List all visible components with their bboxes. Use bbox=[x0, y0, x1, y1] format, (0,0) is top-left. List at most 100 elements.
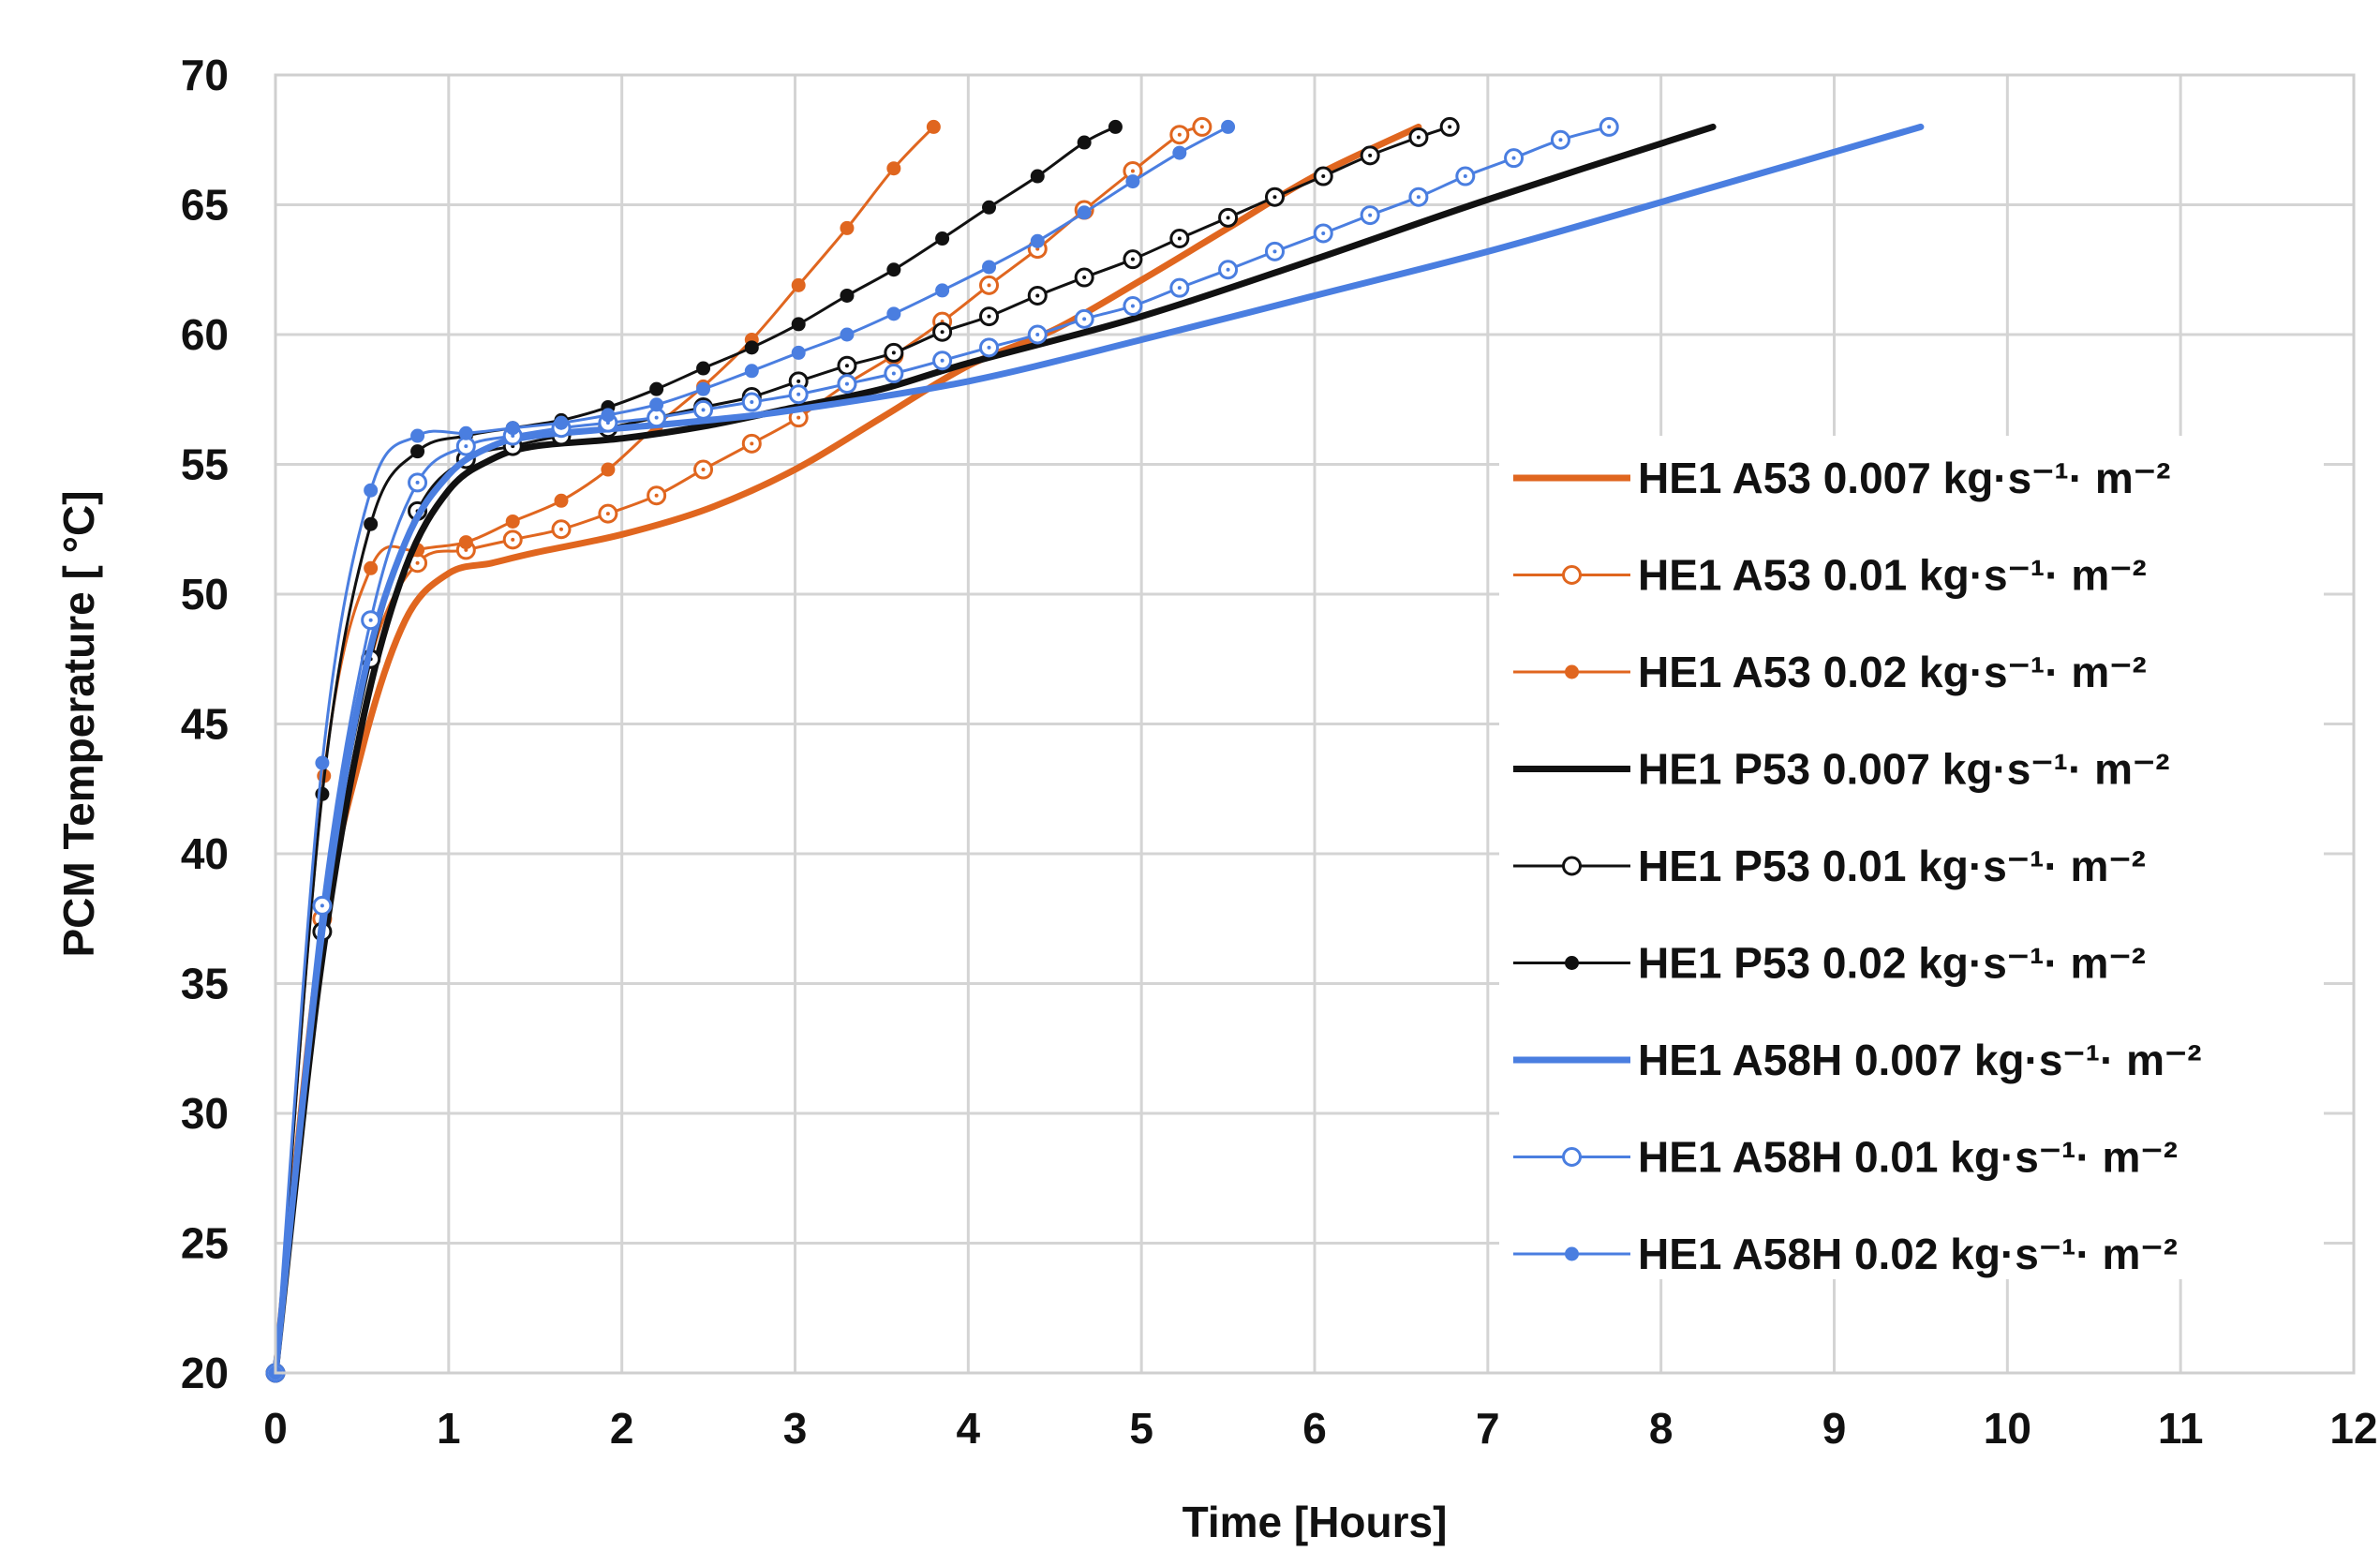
y-tick-label: 70 bbox=[181, 51, 229, 99]
data-point-dot bbox=[844, 364, 849, 368]
data-point-dot bbox=[1463, 174, 1467, 179]
legend-item: HE1 A53 0.007 kg·s⁻¹· m⁻² bbox=[1513, 454, 2170, 502]
data-point-dot bbox=[844, 381, 849, 386]
data-point-filled bbox=[1030, 169, 1045, 184]
x-tick-label: 4 bbox=[957, 1404, 981, 1453]
data-point-filled bbox=[601, 462, 616, 477]
data-point-dot bbox=[750, 400, 754, 405]
legend-item: HE1 P53 0.007 kg·s⁻¹· m⁻² bbox=[1513, 745, 2170, 794]
data-point-dot bbox=[415, 560, 420, 565]
series-8 bbox=[265, 116, 1619, 1383]
data-point-filled bbox=[1108, 119, 1123, 134]
data-point-filled bbox=[410, 428, 425, 443]
data-point-dot bbox=[1035, 293, 1040, 298]
y-tick-label: 35 bbox=[181, 960, 229, 1008]
data-point-filled bbox=[315, 755, 330, 770]
x-axis-title: Time [Hours] bbox=[1183, 1498, 1448, 1546]
data-point-filled bbox=[458, 535, 473, 550]
data-point-filled bbox=[840, 327, 855, 342]
y-tick-label: 65 bbox=[181, 181, 229, 230]
legend-label: HE1 A53 0.02 kg·s⁻¹· m⁻² bbox=[1638, 648, 2147, 696]
data-point-filled bbox=[840, 220, 855, 235]
data-point-dot bbox=[987, 314, 991, 319]
data-point-dot bbox=[796, 379, 801, 383]
data-point-dot bbox=[415, 480, 420, 485]
data-point-dot bbox=[1177, 236, 1182, 241]
data-point-filled bbox=[696, 361, 711, 376]
x-tick-label: 3 bbox=[783, 1404, 808, 1453]
data-point-dot bbox=[1226, 267, 1230, 272]
data-point-dot bbox=[1177, 286, 1182, 291]
series-line bbox=[274, 125, 1117, 1375]
series-line bbox=[272, 123, 1925, 1377]
x-tick-label: 5 bbox=[1129, 1404, 1153, 1453]
legend-marker bbox=[1565, 1246, 1579, 1261]
data-point-dot bbox=[1035, 333, 1040, 336]
data-point-filled bbox=[744, 340, 759, 355]
data-point-filled bbox=[649, 381, 664, 396]
data-point-dot bbox=[1368, 153, 1373, 157]
legend-item: HE1 A53 0.01 kg·s⁻¹· m⁻² bbox=[1513, 551, 2147, 600]
data-point-filled bbox=[886, 306, 901, 321]
data-point-dot bbox=[940, 330, 945, 335]
data-point-filled bbox=[1125, 174, 1140, 189]
data-point-dot bbox=[1321, 231, 1326, 235]
y-tick-label: 25 bbox=[181, 1219, 229, 1268]
data-point-filled bbox=[886, 161, 901, 176]
legend-background bbox=[1499, 436, 2324, 1279]
data-point-dot bbox=[654, 493, 659, 498]
data-point-dot bbox=[511, 537, 515, 542]
legend-marker bbox=[1562, 856, 1582, 876]
y-tick-label: 60 bbox=[181, 310, 229, 359]
y-tick-label: 20 bbox=[181, 1349, 229, 1397]
data-point-dot bbox=[750, 441, 754, 446]
data-point-dot bbox=[701, 408, 706, 412]
legend-label: HE1 P53 0.01 kg·s⁻¹· m⁻² bbox=[1638, 842, 2146, 890]
data-point-dot bbox=[1321, 174, 1326, 179]
legend-marker bbox=[1565, 956, 1579, 970]
y-tick-label: 50 bbox=[181, 570, 229, 619]
data-point-dot bbox=[1448, 125, 1452, 129]
data-point-filled bbox=[505, 421, 520, 436]
data-point-filled bbox=[601, 408, 616, 423]
data-point-filled bbox=[1172, 145, 1187, 160]
x-tick-label: 11 bbox=[2158, 1404, 2204, 1453]
data-point-filled bbox=[364, 483, 379, 498]
x-tick-label: 10 bbox=[1984, 1404, 2031, 1453]
data-point-filled bbox=[696, 381, 711, 396]
data-point-filled bbox=[1030, 233, 1045, 248]
data-point-filled bbox=[554, 493, 569, 508]
legend: HE1 A53 0.007 kg·s⁻¹· m⁻² HE1 A53 0.01 kg… bbox=[1513, 454, 2202, 1278]
legend-label: HE1 A53 0.007 kg·s⁻¹· m⁻² bbox=[1638, 454, 2170, 502]
series-4 bbox=[272, 123, 1717, 1377]
data-point-filled bbox=[982, 260, 997, 275]
legend-label: HE1 A53 0.01 kg·s⁻¹· m⁻² bbox=[1638, 551, 2147, 600]
data-point-dot bbox=[464, 444, 469, 449]
x-tick-label: 0 bbox=[263, 1404, 288, 1453]
legend-label: HE1 P53 0.02 kg·s⁻¹· m⁻² bbox=[1638, 939, 2146, 988]
data-point-filled bbox=[1077, 205, 1092, 220]
data-point-dot bbox=[1272, 249, 1277, 254]
data-point-filled bbox=[505, 514, 520, 529]
data-point-dot bbox=[1511, 156, 1516, 160]
data-point-filled bbox=[791, 345, 806, 360]
data-point-dot bbox=[558, 527, 563, 531]
x-tick-label: 1 bbox=[437, 1404, 461, 1453]
legend-marker bbox=[1562, 565, 1582, 585]
data-point-dot bbox=[891, 371, 896, 376]
data-point-filled bbox=[886, 262, 901, 277]
y-tick-label: 55 bbox=[181, 440, 229, 489]
data-point-dot bbox=[987, 345, 991, 350]
data-point-filled bbox=[1077, 135, 1092, 150]
x-tick-label: 2 bbox=[610, 1404, 634, 1453]
data-point-dot bbox=[320, 903, 324, 908]
legend-marker bbox=[1562, 1147, 1582, 1167]
data-point-filled bbox=[554, 415, 569, 430]
y-tick-label: 40 bbox=[181, 829, 229, 878]
data-point-filled bbox=[744, 364, 759, 379]
data-point-filled bbox=[364, 516, 379, 531]
legend-item: HE1 A58H 0.01 kg·s⁻¹· m⁻² bbox=[1513, 1133, 2178, 1182]
